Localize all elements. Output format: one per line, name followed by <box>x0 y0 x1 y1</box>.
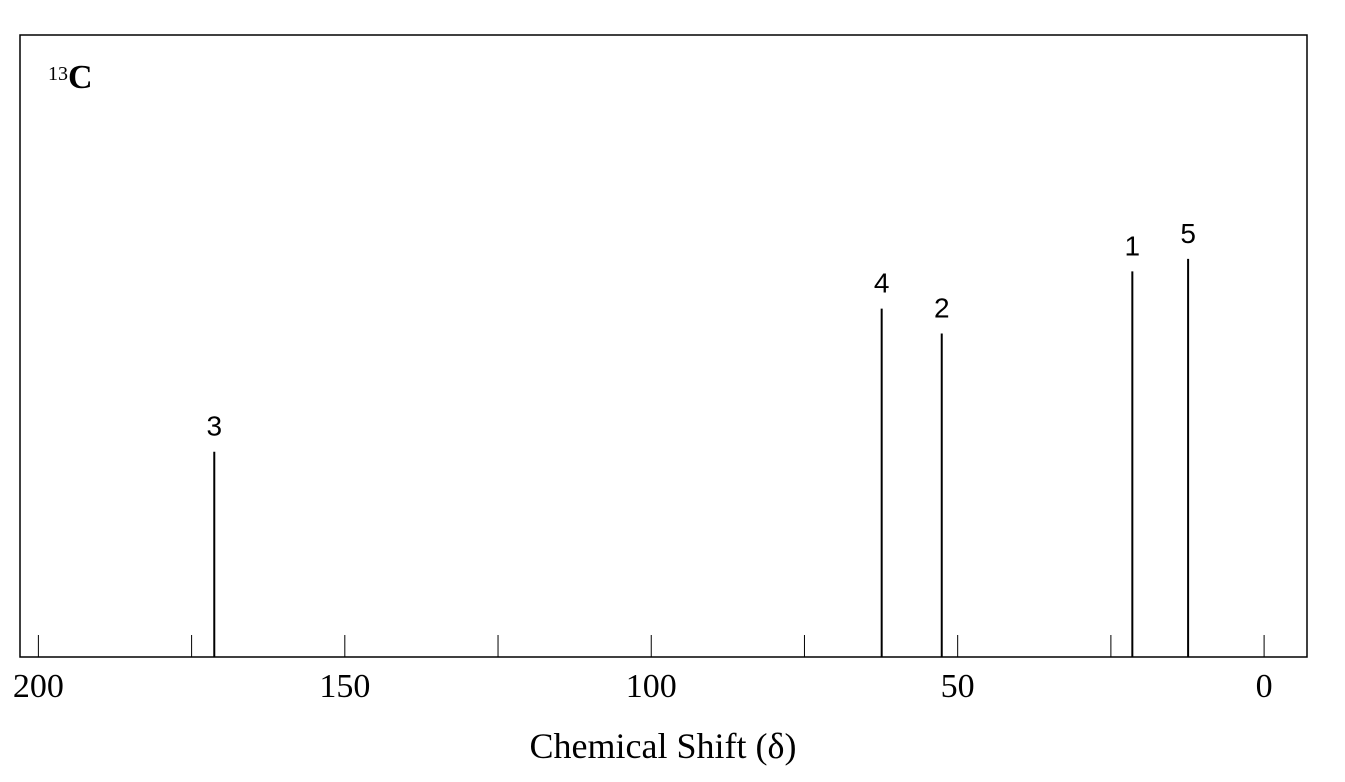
chart-title: 13C <box>48 59 93 96</box>
x-tick-label: 200 <box>13 668 64 705</box>
peak-label: 4 <box>874 268 890 299</box>
peak-label: 3 <box>206 411 222 442</box>
peak-label: 5 <box>1180 218 1196 249</box>
x-tick-label: 0 <box>1256 668 1273 705</box>
peak-label: 2 <box>934 293 950 324</box>
peak-label: 1 <box>1125 230 1141 261</box>
x-tick-label: 50 <box>941 668 975 705</box>
title-text: C <box>68 59 93 96</box>
x-axis-label: Chemical Shift (δ) <box>530 726 797 766</box>
plot-frame <box>19 34 1308 658</box>
title-superscript: 13 <box>48 63 68 85</box>
x-tick-label: 100 <box>626 668 677 705</box>
x-tick-label: 150 <box>319 668 370 705</box>
